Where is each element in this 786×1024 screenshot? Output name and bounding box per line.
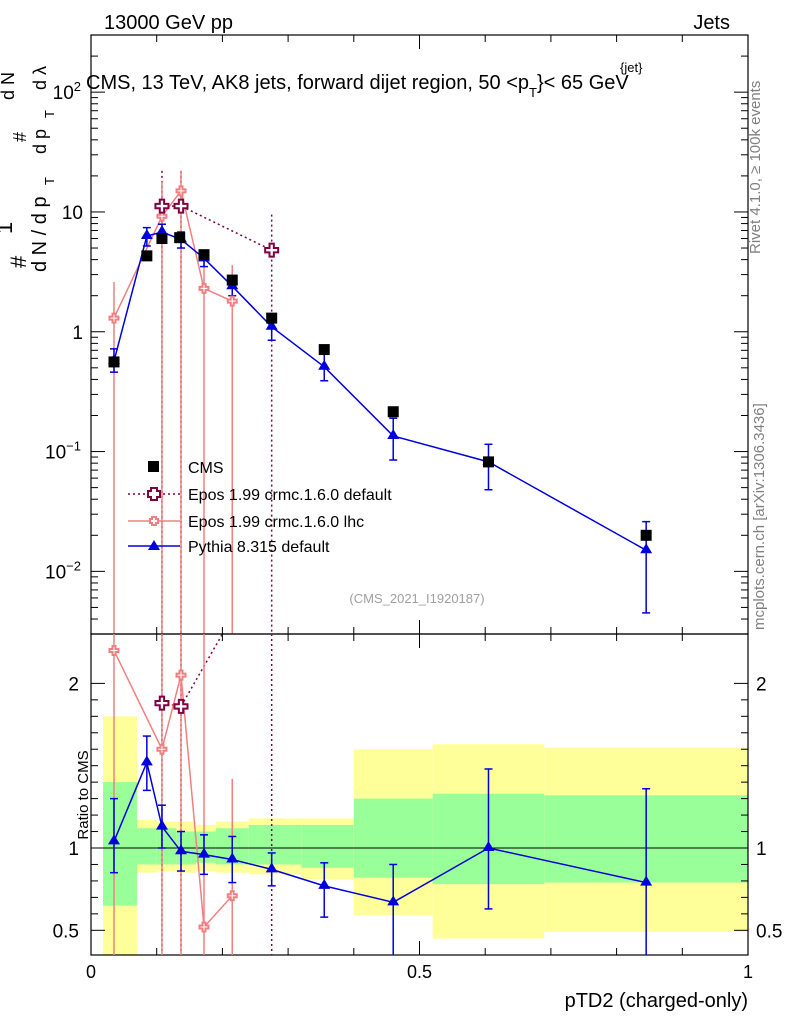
ratio-band-green — [301, 824, 354, 868]
epos-lhc-point — [156, 210, 168, 222]
x-axis-label: pTD2 (charged-only) — [565, 990, 748, 1012]
plot-title: CMS, 13 TeV, AK8 jets, forward dijet reg… — [86, 60, 643, 100]
ratio-tick-label: 1 — [68, 839, 79, 860]
y-tick-label: 102 — [53, 79, 81, 104]
svg-text:d N: d N — [0, 72, 18, 100]
pythia-ratio-point — [387, 895, 400, 906]
main-ylabel: # 1 d N / d p T # d p T d N d λ — [0, 66, 57, 272]
cms-point — [156, 233, 168, 245]
pythia-ratio-point — [140, 755, 153, 766]
cms-point — [174, 232, 186, 244]
legend-marker-epos-lhc — [149, 516, 159, 526]
pythia-ratio-point — [107, 834, 120, 845]
epos-default-point — [173, 198, 189, 214]
pythia-ratio-point — [226, 852, 239, 863]
pythia-point — [387, 428, 400, 439]
epos-default-ratio-point — [173, 698, 189, 714]
cms-point — [482, 456, 494, 468]
svg-text:d p: d p — [30, 129, 50, 154]
legend-label-epos-default: Epos 1.99 crmc.1.6.0 default — [188, 487, 392, 504]
pythia-point — [140, 228, 153, 239]
pythia-point — [640, 543, 653, 554]
pythia-point — [265, 319, 278, 330]
legend-marker-epos-default — [147, 487, 161, 501]
x-tick-label: 0.5 — [407, 962, 432, 982]
y-tick-label: 10 — [62, 203, 83, 224]
svg-text:d λ: d λ — [30, 66, 50, 90]
analysis-watermark: (CMS_2021_I1920187) — [349, 591, 484, 606]
x-tick-label: 1 — [743, 962, 753, 982]
svg-text:1: 1 — [0, 222, 17, 234]
pythia-ratio-point — [265, 862, 278, 873]
cms-point — [318, 344, 330, 356]
ratio-tick-label-right: 0.5 — [756, 921, 782, 942]
ratio-tick-label: 0.5 — [53, 921, 79, 942]
svg-text:#: # — [10, 132, 30, 142]
rivet-label: Rivet 4.1.0, ≥ 100k events — [747, 81, 764, 254]
legend-marker-pythia — [148, 540, 160, 550]
x-tick-label: 0 — [86, 962, 96, 982]
ratio-band-green — [103, 782, 137, 906]
y-tick-label: 1 — [72, 323, 83, 344]
ratio-ylabel: Ratio to CMS — [75, 750, 92, 839]
epos-lhc-ratio-point — [198, 921, 210, 933]
pythia-point — [318, 359, 331, 370]
epos-lhc-ratio-point — [108, 644, 120, 656]
legend-label-pythia: Pythia 8.315 default — [188, 539, 330, 556]
ratio-band-green — [248, 824, 302, 865]
y-tick-label: 10−2 — [45, 558, 81, 583]
epos-default-point — [154, 198, 170, 214]
legend: CMS Epos 1.99 crmc.1.6.0 default Epos 1.… — [128, 460, 392, 556]
cms-point — [387, 406, 399, 418]
cms-point — [226, 274, 238, 286]
ratio-band-green — [136, 828, 157, 865]
svg-text:T: T — [42, 110, 57, 118]
svg-text:#: # — [6, 255, 31, 268]
legend-label-cms: CMS — [188, 460, 224, 477]
cms-point — [108, 356, 120, 368]
epos-lhc-ratio-point — [156, 743, 168, 755]
epos-lhc-ratio-point — [226, 890, 238, 902]
legend-marker-cms — [148, 461, 159, 472]
epos-default-ratio-line — [161, 633, 224, 708]
pythia-ratio-point — [640, 875, 653, 886]
mcplots-label: mcplots.cern.ch [arXiv:1306.3436] — [751, 403, 768, 630]
svg-text:{jet}: {jet} — [620, 60, 643, 75]
epos-lhc-point — [175, 185, 187, 197]
pythia-ratio-point — [175, 844, 188, 855]
ratio-tick-label: 2 — [68, 674, 79, 695]
ratio-tick-label-right: 1 — [756, 839, 767, 860]
svg-text:d N / d p: d N / d p — [29, 196, 51, 272]
svg-text:CMS, 13 TeV, AK8 jets, forward: CMS, 13 TeV, AK8 jets, forward dijet reg… — [86, 72, 629, 100]
pythia-ratio-point — [318, 878, 331, 889]
header-tag: Jets — [693, 12, 730, 34]
header-energy: 13000 GeV pp — [104, 12, 233, 34]
cms-point — [640, 529, 652, 541]
y-tick-label: 10−1 — [45, 439, 81, 464]
legend-label-epos-lhc: Epos 1.99 crmc.1.6.0 lhc — [188, 514, 364, 531]
epos-default-point — [264, 242, 280, 258]
ratio-band-green — [196, 831, 216, 863]
cms-point — [266, 312, 278, 324]
pythia-ratio-point — [482, 841, 495, 851]
epos-lhc-point — [198, 282, 210, 294]
pythia-ratio-point — [155, 819, 168, 830]
svg-text:T: T — [42, 177, 57, 185]
cms-point — [141, 250, 153, 262]
epos-lhc-point — [226, 295, 238, 307]
epos-lhc-point — [108, 312, 120, 324]
epos-lhc-line — [113, 189, 233, 319]
ratio-tick-label-right: 2 — [756, 674, 767, 695]
pythia-point — [155, 225, 168, 236]
epos-lhc-ratio-point — [175, 669, 187, 681]
cms-point — [198, 249, 210, 261]
pythia-ratio-point — [198, 847, 211, 858]
epos-default-ratio-point — [154, 695, 170, 711]
